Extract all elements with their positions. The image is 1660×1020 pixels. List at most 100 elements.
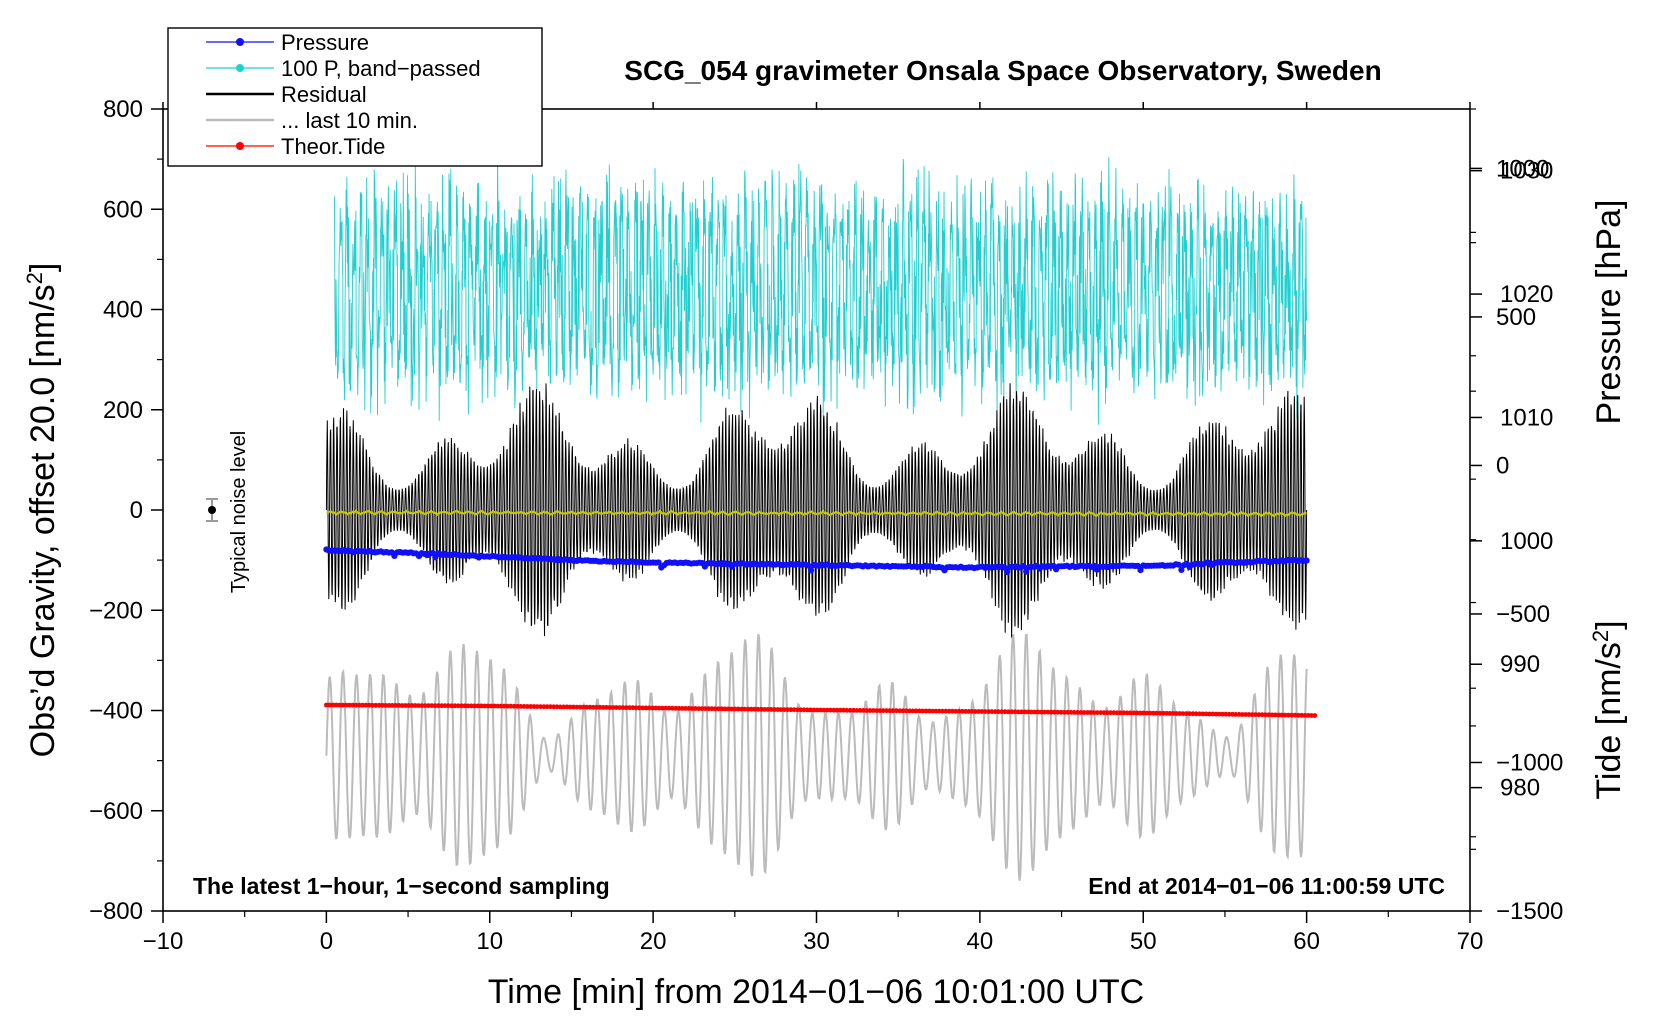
tide-point xyxy=(422,703,428,708)
tide-point xyxy=(640,705,646,711)
tide-point xyxy=(1220,711,1225,717)
pressure-tick-label: 990 xyxy=(1500,651,1540,678)
tide-point xyxy=(1167,711,1173,716)
legend-label: Pressure xyxy=(281,30,369,55)
tide-point xyxy=(1302,713,1308,718)
tide-point xyxy=(1094,710,1100,715)
tide-point xyxy=(699,706,705,711)
x-tick-label: −10 xyxy=(143,928,184,955)
tide-point xyxy=(1137,710,1143,716)
tide-point xyxy=(574,704,580,710)
tide-point xyxy=(1118,710,1123,716)
pressure-point xyxy=(1004,568,1011,576)
tide-point xyxy=(999,709,1005,715)
pressure-tick-label: 1000 xyxy=(1500,528,1553,555)
tide-point xyxy=(880,708,886,713)
tide-point xyxy=(426,703,431,708)
pressure-point xyxy=(1020,563,1027,570)
x-tick-label: 0 xyxy=(320,928,333,955)
y-left-tick-label: 0 xyxy=(130,497,143,524)
tide-point xyxy=(409,703,415,708)
tide-point xyxy=(877,708,883,713)
tide-point xyxy=(327,702,333,708)
tide-point xyxy=(505,703,510,709)
tide-point xyxy=(373,702,379,708)
tide-point xyxy=(455,703,461,709)
tide-point xyxy=(1019,709,1024,715)
tide-point xyxy=(821,707,827,713)
x-tick-label: 50 xyxy=(1130,928,1157,955)
tide-point xyxy=(594,704,599,710)
tide-point xyxy=(343,702,349,708)
pressure-point xyxy=(1001,564,1008,571)
tide-point xyxy=(788,707,794,713)
y-left-tick-label: 800 xyxy=(103,96,143,123)
y-axis-label-tide: Tide [nm/s2] xyxy=(1588,620,1628,799)
y-axis-label-left-end: ] xyxy=(24,263,62,272)
annotation-latest-hour: The latest 1−hour, 1−second sampling xyxy=(193,873,610,899)
tide-point xyxy=(1098,710,1103,715)
tide-point xyxy=(982,709,988,714)
tide-point xyxy=(363,702,369,708)
tide-point xyxy=(722,706,728,712)
tide-point xyxy=(1200,711,1206,717)
tide-point xyxy=(739,706,744,712)
tide-point xyxy=(475,703,481,709)
tide-point xyxy=(442,703,448,709)
tide-point xyxy=(1032,709,1038,715)
tide-point xyxy=(1038,709,1044,715)
tide-point xyxy=(406,703,412,708)
tide-point xyxy=(847,707,853,713)
pressure-tick-label: 1010 xyxy=(1500,404,1553,431)
tide-point xyxy=(683,706,688,711)
legend-label: ... last 10 min. xyxy=(281,108,418,133)
tide-point xyxy=(834,707,840,713)
tide-point xyxy=(1193,711,1199,717)
tide-point xyxy=(805,707,810,713)
pressure-tick-label: 980 xyxy=(1500,775,1540,802)
legend-label: 100 P, band−passed xyxy=(281,56,481,81)
tide-point xyxy=(1085,710,1090,715)
pressure-point xyxy=(1175,561,1182,568)
tide-point xyxy=(472,703,477,709)
tide-point xyxy=(1006,709,1011,715)
tide-point xyxy=(854,708,860,713)
tide-point xyxy=(482,703,487,709)
tide-point xyxy=(729,706,734,712)
tide-point xyxy=(1226,711,1232,717)
tide-point xyxy=(403,703,408,708)
axes-layer: −10 0 10 20 30 40 50 60 708006004002000−200−400−… xyxy=(89,96,1563,955)
tide-point xyxy=(1081,710,1087,715)
tide-point xyxy=(567,704,573,710)
tide-point xyxy=(439,703,445,709)
tide-point xyxy=(1015,709,1021,715)
tide-point xyxy=(762,707,767,712)
y-axis-label-tide-end: ] xyxy=(1590,620,1628,629)
tide-point xyxy=(874,708,879,713)
series-pressure-bandpassed xyxy=(334,152,1308,425)
y-left-tick-label: −200 xyxy=(89,597,143,624)
tide-point xyxy=(1144,710,1150,716)
pressure-point xyxy=(1178,566,1185,574)
tide-point xyxy=(1243,712,1248,717)
x-tick-label: 60 xyxy=(1293,928,1320,955)
tide-point xyxy=(1157,710,1163,716)
x-tick-label: 20 xyxy=(640,928,667,955)
tide-point xyxy=(1009,709,1015,715)
tide-point xyxy=(930,708,935,714)
series-residual-smoothed xyxy=(326,509,1307,517)
tide-point xyxy=(1075,710,1080,715)
tide-point xyxy=(643,705,649,711)
tide-point xyxy=(1160,710,1166,716)
tide-point xyxy=(511,703,517,709)
tide-point xyxy=(1233,712,1239,717)
tide-point xyxy=(465,703,471,709)
tide-point xyxy=(679,706,685,711)
tide-point xyxy=(1127,710,1133,716)
tide-point xyxy=(910,708,916,714)
y-axis-label-left-sup: 2 xyxy=(22,272,47,284)
tide-point xyxy=(452,703,458,709)
tide-point xyxy=(360,702,365,708)
tide-point xyxy=(544,704,550,710)
tide-point xyxy=(501,703,507,709)
